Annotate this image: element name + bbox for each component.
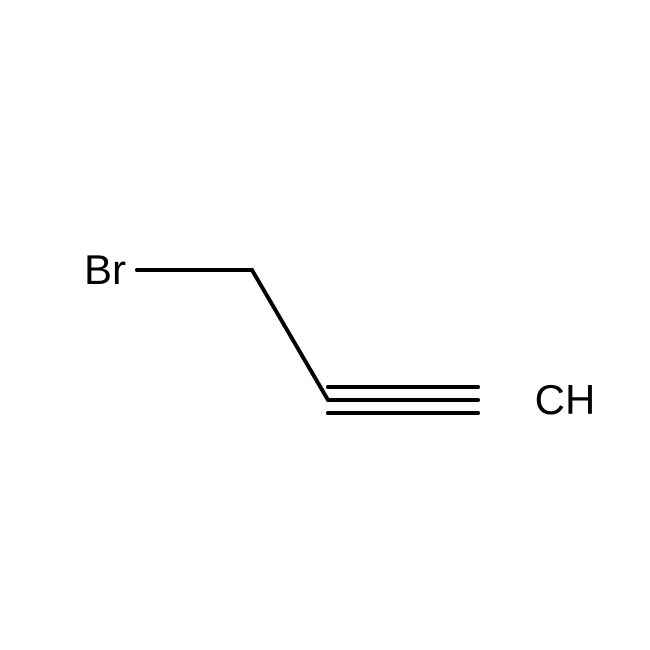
molecule-canvas: Br CH — [0, 0, 650, 650]
atom-label-br: Br — [84, 246, 126, 294]
atom-label-ch: CH — [535, 376, 596, 424]
bond-layer — [0, 0, 650, 650]
